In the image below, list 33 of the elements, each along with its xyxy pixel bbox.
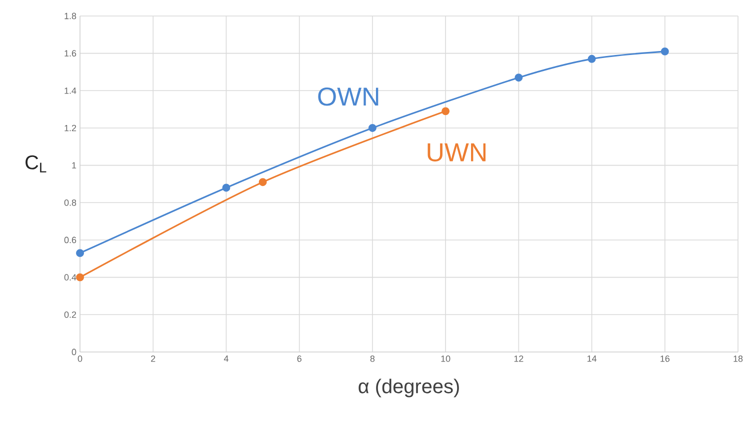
y-tick-label: 1.4 — [64, 88, 76, 94]
y-tick-label: 1.2 — [64, 124, 76, 132]
y-tick-label: 0.4 — [64, 274, 76, 280]
point — [76, 249, 84, 258]
point — [660, 47, 669, 56]
x-tick-label: 0 — [78, 356, 82, 362]
y-tick-label: 1 — [72, 162, 76, 168]
y-tick-label: 0 — [72, 348, 76, 356]
x-tick-label: 16 — [660, 356, 670, 362]
x-tick-label: 10 — [441, 356, 450, 362]
x-tick-label: 2 — [151, 356, 156, 362]
y-tick-label: 1.6 — [64, 50, 76, 56]
point — [442, 107, 450, 116]
x-tick-label: 12 — [514, 356, 524, 362]
y-tick-label: 1.8 — [64, 12, 76, 20]
y-tick-label: 0.8 — [64, 199, 76, 206]
x-tick-label: 6 — [297, 356, 302, 362]
point — [258, 178, 267, 186]
y-tick-label: 0.2 — [64, 311, 76, 318]
point — [76, 273, 84, 282]
series-label: OWN — [318, 87, 378, 106]
series-label: UWN — [428, 143, 486, 162]
point — [588, 54, 596, 63]
point — [368, 124, 376, 132]
x-tick-label: 4 — [224, 356, 228, 362]
x-tick-label: 18 — [734, 356, 743, 362]
x-tick-label: 14 — [587, 356, 597, 362]
x-tick-label: 8 — [370, 356, 375, 362]
point — [222, 184, 230, 192]
y-axis-title: C$_{L}$ — [26, 155, 46, 172]
point — [514, 74, 523, 82]
y-tick-label: 0.6 — [64, 236, 76, 244]
x-axis-title: α (degrees) — [358, 378, 459, 398]
